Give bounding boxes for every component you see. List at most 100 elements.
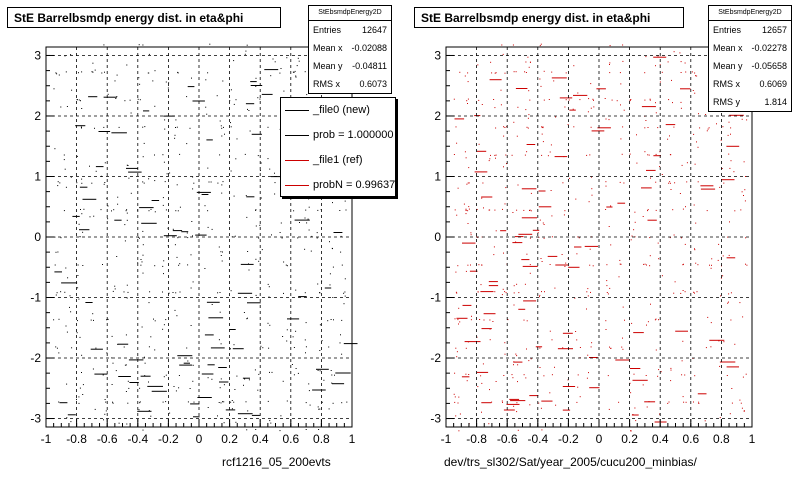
data-point: [562, 347, 564, 349]
data-point: [174, 137, 176, 139]
data-streak: [500, 230, 507, 232]
data-point: [542, 127, 544, 129]
data-streak: [264, 69, 279, 71]
data-streak: [82, 198, 97, 200]
data-point: [293, 374, 295, 376]
data-point: [457, 265, 459, 267]
data-point: [297, 372, 299, 374]
data-streak: [312, 389, 326, 391]
data-point: [114, 285, 116, 287]
data-point: [710, 322, 712, 324]
data-point: [164, 128, 166, 130]
data-point: [79, 336, 81, 338]
data-point: [235, 158, 237, 160]
data-point: [60, 291, 62, 293]
data-streak: [179, 364, 193, 366]
data-point: [297, 57, 299, 59]
data-point: [591, 342, 593, 344]
data-point: [527, 56, 529, 58]
data-streak: [163, 235, 177, 237]
data-point: [489, 319, 491, 321]
data-point: [103, 126, 105, 128]
data-point: [540, 407, 542, 409]
data-point: [236, 375, 238, 377]
data-point: [260, 162, 262, 164]
data-point: [280, 415, 282, 417]
data-point: [592, 265, 594, 267]
data-streak: [79, 186, 88, 188]
data-point: [124, 224, 126, 226]
data-point: [730, 292, 732, 294]
data-point: [513, 121, 515, 123]
data-point: [165, 81, 167, 83]
data-point: [78, 99, 80, 101]
data-point: [470, 232, 472, 234]
data-point: [530, 210, 532, 212]
data-point: [230, 170, 232, 172]
data-point: [577, 386, 579, 388]
data-point: [670, 380, 672, 382]
data-point: [163, 324, 165, 326]
data-point: [106, 319, 108, 321]
data-point: [505, 187, 507, 189]
data-point: [178, 387, 180, 389]
data-point: [206, 113, 208, 115]
data-point: [76, 182, 78, 184]
data-point: [245, 401, 247, 403]
data-point: [608, 226, 610, 227]
data-point: [648, 154, 650, 156]
data-point: [609, 346, 610, 348]
data-point: [727, 236, 729, 238]
data-point: [58, 74, 60, 76]
stats-row: Mean x -0.02278: [709, 39, 791, 57]
right-plot: -1 -0.8 -0.6 -0.4 -0.2 0 0.2 0.4 0.6 0.8 1 -3 -2 -1 0 1…: [430, 43, 756, 446]
data-point: [551, 236, 553, 238]
data-streak: [270, 176, 284, 178]
data-point: [646, 406, 648, 408]
data-point: [542, 222, 544, 224]
data-point: [673, 234, 675, 236]
data-point: [669, 181, 671, 183]
data-point: [729, 413, 731, 415]
data-streak: [294, 219, 310, 221]
data-point: [148, 346, 150, 348]
data-point: [548, 99, 550, 100]
data-point: [274, 61, 276, 63]
data-point: [455, 126, 457, 128]
data-point: [94, 408, 96, 410]
data-streak: [591, 130, 605, 132]
data-point: [223, 422, 225, 424]
legend-line-icon: [285, 160, 309, 161]
data-point: [127, 165, 129, 166]
data-point: [93, 215, 95, 217]
data-point: [293, 71, 295, 73]
data-point: [293, 347, 295, 348]
data-streak: [633, 332, 644, 334]
data-streak: [597, 127, 611, 129]
data-streak: [462, 242, 476, 244]
data-point: [525, 61, 527, 63]
data-point: [246, 318, 248, 320]
x-tick-label: 0.8: [713, 432, 730, 446]
data-point: [343, 303, 345, 305]
data-point: [504, 72, 506, 74]
data-point: [218, 402, 220, 403]
data-point: [261, 249, 263, 251]
data-point: [634, 211, 636, 213]
data-point: [142, 244, 144, 246]
data-streak: [332, 383, 345, 385]
data-point: [465, 157, 467, 159]
data-point: [112, 290, 114, 292]
y-tick-label: 3: [434, 48, 441, 62]
data-point: [722, 275, 724, 277]
data-streak: [335, 372, 351, 374]
data-point: [308, 229, 310, 231]
data-point: [513, 292, 515, 294]
data-point: [458, 430, 460, 432]
data-point: [468, 208, 470, 210]
data-point: [586, 308, 587, 310]
data-point: [501, 44, 503, 46]
data-point: [116, 74, 118, 76]
data-streak: [187, 86, 195, 88]
data-point: [495, 381, 497, 382]
